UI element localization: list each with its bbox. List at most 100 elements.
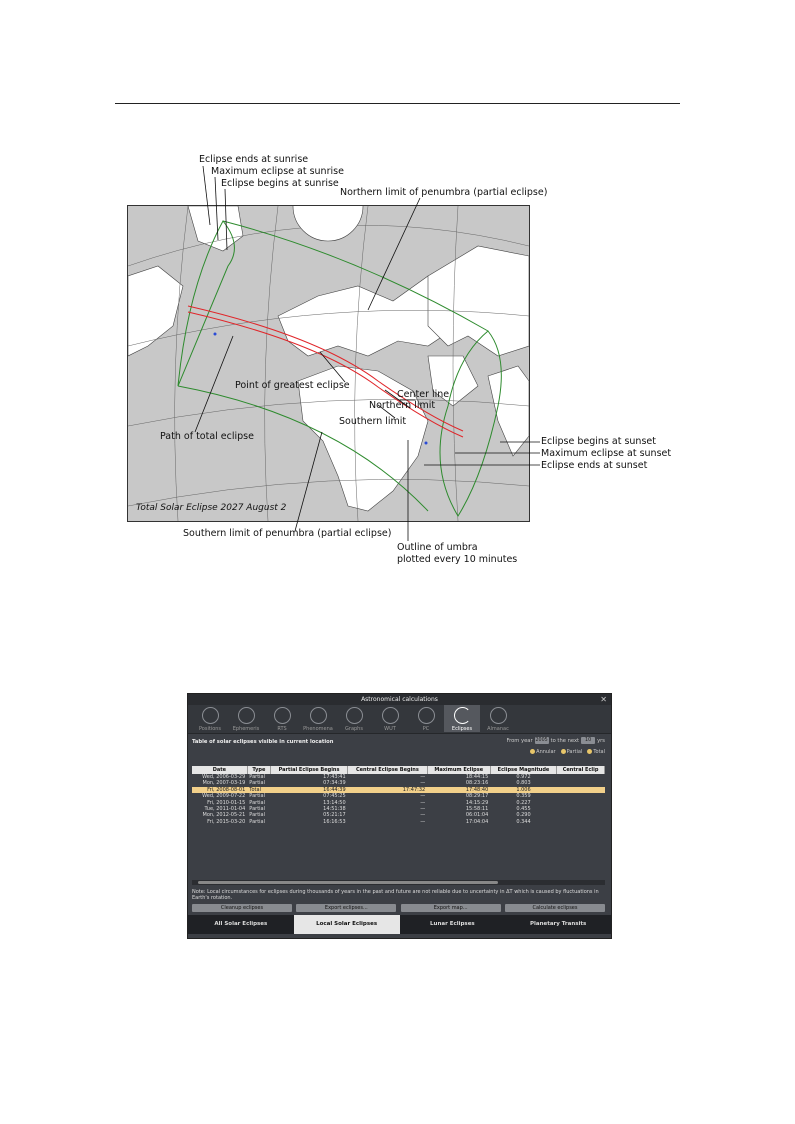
table-cell: 0.359 <box>516 793 531 800</box>
tab-planetary-transits[interactable]: Planetary Transits <box>529 921 587 927</box>
export-eclipses-button[interactable]: Export eclipses... <box>296 904 397 912</box>
table-cell: 1.006 <box>490 786 557 794</box>
table-row[interactable]: Mon, 2007-03-19 Partial 07:34:39 — 08:23:16 0… <box>192 780 605 786</box>
table-cell: Mon, 2007-03-19 <box>202 780 246 787</box>
table-cell: Partial <box>249 818 266 825</box>
label-center-line: Center line <box>397 389 450 400</box>
table-cell: 0.803 <box>516 780 531 787</box>
label-eclipse-ends-sunrise: Eclipse ends at sunrise <box>199 154 309 165</box>
total-icon <box>587 749 593 754</box>
table-cell: 17:48:40 <box>427 786 491 794</box>
top-rule <box>115 103 680 104</box>
table-cell: Tue, 2011-01-04 <box>204 806 246 813</box>
table-row[interactable]: Wed, 2006-03-29 Partial 17:43:41 — 18:44:15 0… <box>192 774 605 780</box>
tool-wut[interactable]: WUT <box>372 705 408 732</box>
label-eclipse-ends-sunset: Eclipse ends at sunset <box>541 460 648 471</box>
close-icon[interactable]: ✕ <box>600 695 607 704</box>
table-cell: 0.227 <box>516 799 531 806</box>
table-cell <box>557 819 605 825</box>
tab-local-solar-eclipses[interactable]: Local Solar Eclipses <box>293 915 400 934</box>
tool-almanac[interactable]: Almanac <box>480 705 516 732</box>
tool-eclipses[interactable]: Eclipses <box>444 705 480 732</box>
window-title: Astronomical calculations <box>361 696 438 703</box>
table-cell: 13:14:50 <box>323 799 346 806</box>
table-row[interactable]: Fri, 2008-08-01 Total 16:44:39 17:47:32 17:4… <box>192 786 605 794</box>
land-americas <box>128 265 184 357</box>
tab-lunar-eclipses[interactable]: Lunar Eclipses <box>430 921 475 927</box>
table-cell: — <box>420 780 426 787</box>
map-caption: Total Solar Eclipse 2027 August 2 <box>136 503 287 513</box>
table-cell: 08:29:17 <box>465 793 489 800</box>
label-southern-limit: Southern limit <box>339 416 407 427</box>
tool-graphs[interactable]: Graphs <box>336 705 372 732</box>
table-cell: — <box>420 806 426 813</box>
calculate-eclipses-button[interactable]: Calculate eclipses <box>504 904 605 912</box>
table-cell: — <box>420 799 426 806</box>
table-cell: 17:47:32 <box>347 786 428 794</box>
next-years-spinbox[interactable]: 10 <box>581 737 596 744</box>
rts-icon <box>273 707 291 724</box>
panel-title: Table of solar eclipses visible in curre… <box>192 739 334 745</box>
col-central-begins[interactable]: Central Eclipse Begins <box>347 766 428 774</box>
table-row[interactable]: Fri, 2010-01-15 Partial 13:14:50 — 14:15:29 0… <box>192 800 605 806</box>
table-cell: 0.290 <box>516 812 531 819</box>
legend-total: Total <box>587 749 605 755</box>
table-cell: Fri, 2010-01-15 <box>207 799 246 806</box>
tool-phenomena[interactable]: Phenomena <box>300 705 336 732</box>
partial-icon <box>560 749 566 754</box>
table-cell: — <box>420 818 426 825</box>
pc-icon <box>417 707 435 724</box>
label-eclipse-begins-sunrise: Eclipse begins at sunrise <box>221 178 339 189</box>
table-row[interactable]: Fri, 2015-03-20 Partial 16:16:53 — 17:04:04 0… <box>192 819 605 825</box>
panel-header: Table of solar eclipses visible in curre… <box>188 734 611 758</box>
land-greenland <box>187 206 244 252</box>
from-year-spinbox[interactable]: 2005 <box>534 737 549 744</box>
table-cell: Fri, 2008-08-01 <box>192 786 248 794</box>
cleanup-eclipses-button[interactable]: Cleanup eclipses <box>192 904 292 912</box>
table-row[interactable]: Tue, 2011-01-04 Partial 14:51:38 — 15:58:11 0… <box>192 806 605 812</box>
col-date[interactable]: Date <box>192 766 248 774</box>
legend-partial: Partial <box>560 749 582 755</box>
horizontal-scrollbar[interactable] <box>192 880 605 885</box>
table-row[interactable]: Wed, 2009-07-22 Partial 07:45:25 — 08:29:17 0… <box>192 793 605 799</box>
label-outline-umbra-2: plotted every 10 minutes <box>397 554 518 565</box>
table-cell: — <box>420 793 426 800</box>
tool-ephemeris[interactable]: Ephemeris <box>228 705 264 732</box>
table-row[interactable]: Mon, 2012-05-21 Partial 05:21:17 — 06:01:04 0… <box>192 812 605 818</box>
moon-icon <box>453 707 471 724</box>
graphs-icon <box>345 707 363 724</box>
map-drawing <box>128 206 529 521</box>
table-cell: Partial <box>249 780 266 787</box>
table-cell: Wed, 2006-03-29 <box>202 774 246 780</box>
table-cell: 14:15:29 <box>465 799 489 806</box>
umbra-path <box>187 305 464 438</box>
tab-all-solar-eclipses[interactable]: All Solar Eclipses <box>214 921 268 927</box>
annular-icon <box>530 749 536 754</box>
eclipse-table-body: Wed, 2006-03-29 Partial 17:43:41—18:44:15 0… <box>192 774 605 825</box>
table-cell: 17:04:04 <box>465 818 489 825</box>
col-partial-begins[interactable]: Partial Eclipse Begins <box>270 766 349 774</box>
col-magnitude[interactable]: Eclipse Magnitude <box>490 766 558 774</box>
reliability-note: Note: Local circumstances for eclipses d… <box>192 889 599 901</box>
export-map-button[interactable]: Export map... <box>400 904 501 912</box>
table-cell: — <box>420 812 426 819</box>
table-cell: 0.972 <box>516 774 531 780</box>
scrollbar-thumb[interactable] <box>198 881 498 884</box>
col-type[interactable]: Type <box>247 766 271 774</box>
table-cell: Wed, 2009-07-22 <box>202 793 246 800</box>
land-africa <box>297 365 429 512</box>
table-cell: Partial <box>249 812 266 819</box>
tool-positions[interactable]: Positions <box>192 705 228 732</box>
table-cell: 18:44:15 <box>465 774 489 780</box>
tool-rts[interactable]: RTS <box>264 705 300 732</box>
tool-pc[interactable]: PC <box>408 705 444 732</box>
table-cell: 08:23:16 <box>465 780 489 787</box>
table-cell: Fri, 2015-03-20 <box>207 818 246 825</box>
col-central-ends[interactable]: Central Eclip <box>556 766 605 774</box>
window-titlebar: Astronomical calculations ✕ <box>188 694 611 705</box>
action-buttons: Cleanup eclipses Export eclipses... Expo… <box>192 904 605 912</box>
greatest-point-west <box>213 332 217 336</box>
penumbra-limits <box>177 220 502 517</box>
col-maximum[interactable]: Maximum Eclipse <box>427 766 491 774</box>
